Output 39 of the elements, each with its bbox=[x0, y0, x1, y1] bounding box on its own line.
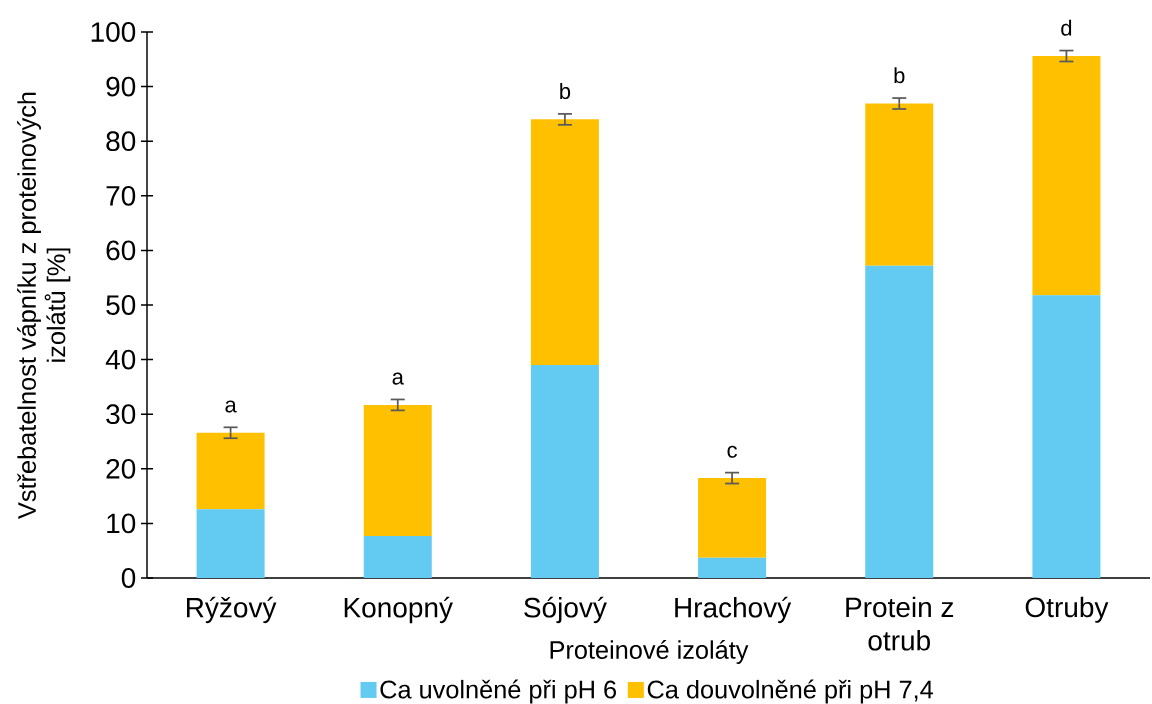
bar bbox=[363, 404, 432, 536]
y-axis-title: Vstřebatelnost vápníku z proteinových izolátů [%] bbox=[17, 92, 71, 519]
legend-label: Ca douvolněné při pH 7,4 bbox=[647, 679, 933, 704]
annotation: b bbox=[560, 82, 571, 100]
bar bbox=[865, 103, 934, 266]
bar bbox=[1032, 295, 1101, 578]
bar bbox=[698, 478, 767, 558]
annotation: a bbox=[225, 400, 237, 413]
bar bbox=[530, 119, 599, 366]
y-tick-label: 90 bbox=[106, 76, 136, 97]
annotation: b bbox=[894, 67, 905, 84]
annotation: c bbox=[727, 445, 737, 458]
y-tick-label: 30 bbox=[106, 404, 136, 425]
y-tick-label: 100 bbox=[91, 22, 136, 42]
bar bbox=[1032, 56, 1101, 296]
x-tick-label: Rýžový bbox=[186, 596, 277, 624]
bar bbox=[196, 509, 265, 578]
x-tick-label: Otruby bbox=[1025, 596, 1109, 623]
legend-label: Ca uvolněné při pH 6 bbox=[380, 679, 616, 704]
y-tick-label: 70 bbox=[106, 185, 136, 206]
bar bbox=[363, 535, 432, 578]
x-tick-label: Hrachový bbox=[675, 596, 792, 624]
x-tick-label: Protein z otrub bbox=[846, 596, 954, 651]
y-tick-label: 60 bbox=[106, 240, 136, 261]
x-tick-label: Konopný bbox=[344, 596, 453, 624]
bar bbox=[530, 365, 599, 578]
y-tick-label: 50 bbox=[106, 295, 136, 315]
bar bbox=[698, 557, 767, 578]
x-tick-label: Sójový bbox=[524, 596, 607, 624]
bar bbox=[865, 265, 934, 578]
y-tick-label: 10 bbox=[107, 513, 136, 534]
annotation: d bbox=[1061, 19, 1072, 36]
x-axis-title: Proteinové izoláty bbox=[550, 640, 749, 664]
y-tick-label: 40 bbox=[105, 349, 136, 370]
annotation: a bbox=[392, 372, 404, 385]
y-tick-label: 20 bbox=[106, 458, 136, 479]
y-tick-label: 0 bbox=[121, 568, 136, 588]
y-tick-label: 80 bbox=[106, 131, 136, 152]
bar bbox=[196, 432, 265, 510]
